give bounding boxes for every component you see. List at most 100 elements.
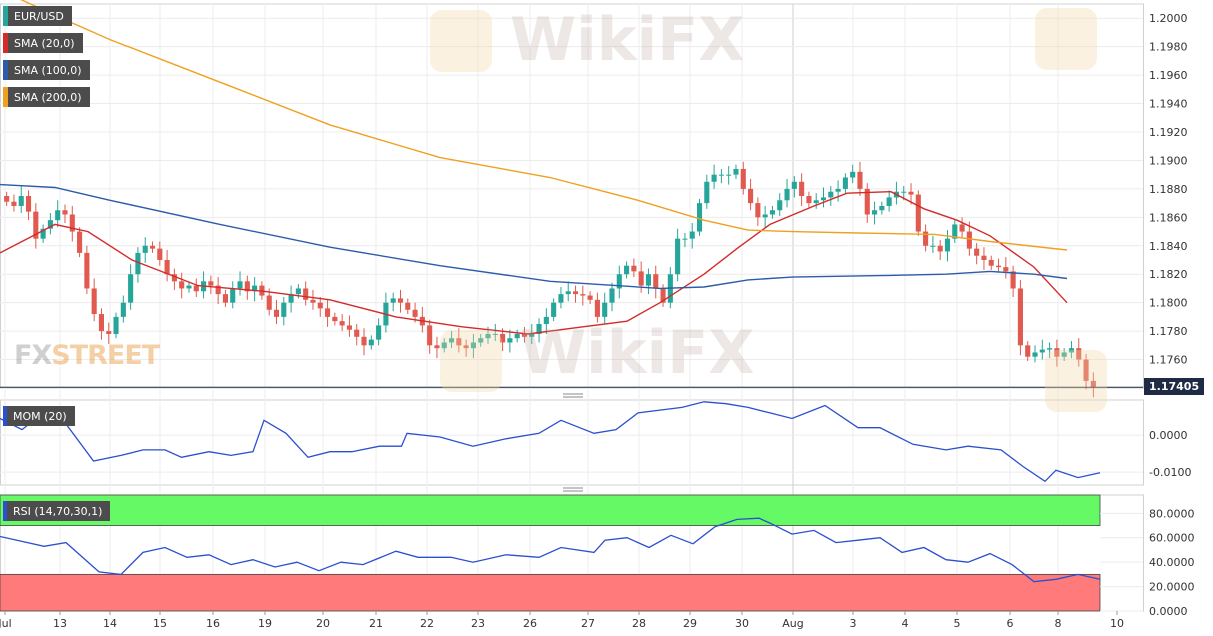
sma-line-1: [0, 183, 1068, 290]
x-tick-label: 8: [1055, 617, 1062, 630]
candle-body: [427, 325, 433, 346]
sma-line-0: [0, 190, 1068, 335]
candle-body: [448, 338, 455, 343]
candle-body: [354, 329, 360, 337]
candle-body: [1047, 348, 1053, 350]
price-panel-frame: [0, 3, 1144, 389]
candle-body: [106, 331, 112, 334]
candle-body: [303, 288, 309, 300]
candle-body: [806, 196, 812, 204]
candle-body: [565, 291, 571, 295]
candle-body: [84, 252, 90, 289]
x-tick-label: Aug: [782, 617, 803, 630]
watermark-icon: [430, 10, 492, 72]
legend-mom[interactable]: MOM (20): [3, 406, 75, 426]
candle-body: [55, 210, 61, 221]
sma-line-2: [20, 0, 1068, 251]
candle-body: [33, 211, 39, 239]
candle-body: [157, 248, 163, 260]
candle-body: [376, 325, 382, 340]
candle-body: [135, 252, 141, 275]
rsi-oversold-zone: [0, 573, 1101, 612]
candle-body: [696, 203, 703, 232]
legend-sma-100[interactable]: SMA (100,0): [3, 60, 90, 80]
candle-body: [551, 302, 557, 317]
price-tick-label: 1.1800: [1149, 297, 1188, 310]
candle-body: [193, 285, 199, 292]
candle-body: [748, 188, 754, 204]
candle-body: [230, 288, 236, 303]
rsi-tick-label: 0.0000: [1149, 605, 1188, 618]
fxstreet-logo: FXSTREET: [14, 340, 160, 371]
rsi-tick-label: 40.0000: [1149, 556, 1195, 569]
price-tick-label: 1.1920: [1149, 126, 1188, 139]
candle-body: [828, 191, 834, 198]
candle-body: [923, 231, 929, 246]
candle-body: [1054, 348, 1060, 357]
candle-body: [966, 231, 972, 249]
candle-body: [266, 295, 272, 310]
candle-body: [762, 214, 768, 218]
x-tick-label: 30: [735, 617, 749, 630]
candle-body: [631, 265, 637, 272]
legend-sma-200[interactable]: SMA (200,0): [3, 87, 90, 107]
price-tick-label: 1.1940: [1149, 98, 1188, 111]
candle-body: [995, 265, 1002, 268]
legend-eurusd-label: EUR/USD: [14, 9, 64, 23]
price-tick-label: 1.1880: [1149, 183, 1188, 196]
candle-body: [244, 281, 250, 292]
candle-body: [864, 188, 870, 215]
candle-body: [1068, 348, 1075, 353]
candle-body: [704, 181, 710, 204]
candle-body: [1090, 380, 1096, 388]
candle-body: [959, 224, 965, 232]
candle-body: [142, 245, 148, 253]
x-tick-label: 13: [53, 617, 67, 630]
price-tick-label: 1.1820: [1149, 268, 1188, 281]
candle-body: [470, 342, 476, 349]
candle-body: [689, 231, 695, 239]
candle-body: [412, 309, 418, 317]
candle-body: [733, 168, 739, 175]
candle-body: [726, 174, 732, 176]
legend-rsi-label: RSI (14,70,30,1): [13, 504, 103, 518]
candle-body: [908, 191, 914, 195]
candle-body: [441, 342, 447, 349]
candle-body: [237, 281, 243, 289]
candle-body: [434, 345, 440, 349]
candle-body: [609, 288, 615, 303]
candle-body: [580, 294, 586, 296]
candle-body: [711, 174, 717, 182]
rsi-tick-label: 60.0000: [1149, 532, 1195, 545]
candle-body: [558, 294, 564, 303]
candle-body: [937, 245, 943, 252]
candle-body: [113, 316, 119, 334]
legend-rsi[interactable]: RSI (14,70,30,1): [3, 501, 111, 521]
x-tick-label: 3: [850, 617, 857, 630]
price-tick-label: 1.1900: [1149, 154, 1188, 167]
candle-body: [872, 210, 878, 215]
candle-body: [149, 245, 156, 249]
x-tick-label: 20: [316, 617, 330, 630]
x-tick-label: 10: [1110, 617, 1124, 630]
candle-body: [390, 298, 396, 303]
x-tick-label: 27: [581, 617, 595, 630]
candle-body: [11, 201, 17, 206]
candle-body: [645, 274, 652, 286]
candle-body: [368, 339, 374, 346]
x-tick-label: Jul: [0, 617, 12, 630]
x-tick-label: 15: [153, 617, 167, 630]
candle-body: [543, 316, 549, 324]
candle-body: [536, 324, 542, 334]
candle-body: [325, 308, 331, 317]
legend-sma-20[interactable]: SMA (20,0): [3, 33, 83, 53]
candle-body: [799, 181, 805, 196]
legend-mom-label: MOM (20): [13, 409, 67, 423]
candle-body: [317, 302, 323, 309]
x-tick-label: 5: [954, 617, 961, 630]
legend-eurusd[interactable]: EUR/USD: [3, 6, 72, 26]
candle-body: [463, 345, 469, 349]
candle-body: [850, 171, 856, 178]
